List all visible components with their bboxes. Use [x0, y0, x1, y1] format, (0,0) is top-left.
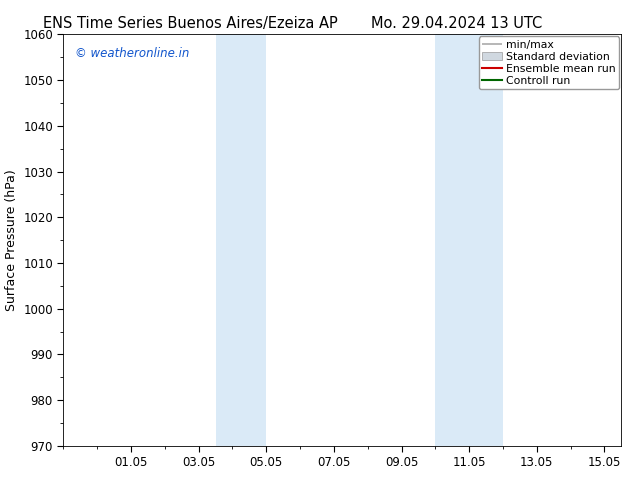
- Legend: min/max, Standard deviation, Ensemble mean run, Controll run: min/max, Standard deviation, Ensemble me…: [479, 36, 619, 90]
- Text: ENS Time Series Buenos Aires/Ezeiza AP: ENS Time Series Buenos Aires/Ezeiza AP: [43, 16, 337, 31]
- Bar: [436, 34, 503, 446]
- Bar: [216, 34, 266, 446]
- Y-axis label: Surface Pressure (hPa): Surface Pressure (hPa): [4, 169, 18, 311]
- Text: © weatheronline.in: © weatheronline.in: [75, 47, 189, 60]
- Text: Mo. 29.04.2024 13 UTC: Mo. 29.04.2024 13 UTC: [371, 16, 542, 31]
